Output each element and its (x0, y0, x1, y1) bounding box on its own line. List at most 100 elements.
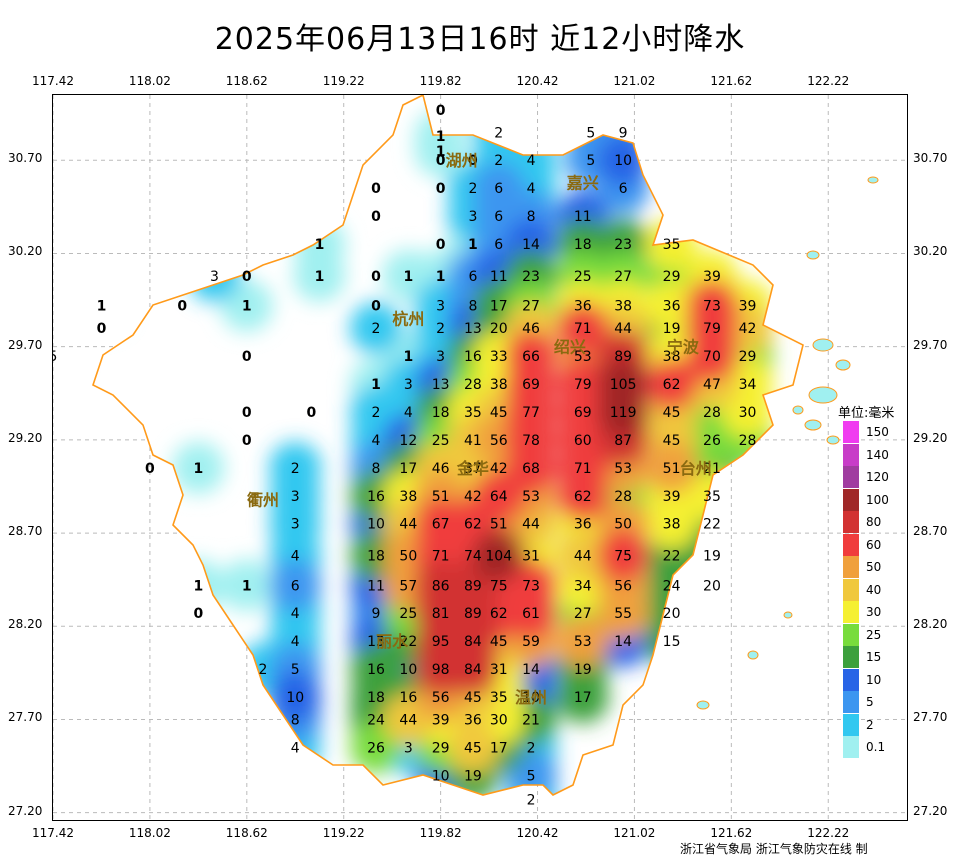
lat-tick-label: 27.70 (913, 710, 948, 725)
station-value: 28 (464, 377, 482, 393)
station-value: 56 (432, 690, 450, 706)
island (808, 386, 838, 404)
island (812, 338, 834, 352)
rain-cell (645, 279, 698, 332)
station-value: 70 (703, 349, 721, 365)
station-value: 20 (703, 578, 721, 594)
station-value: 42 (490, 461, 508, 477)
legend-swatch (843, 601, 859, 623)
station-value: 16 (367, 662, 385, 678)
credit-text: 浙江省气象局 浙江气象防灾在线 制 (680, 842, 868, 856)
rain-cell (556, 302, 609, 355)
station-value: 89 (614, 349, 632, 365)
station-value: 0 (242, 405, 252, 421)
station-value: 38 (663, 517, 681, 533)
station-value: 44 (574, 548, 592, 564)
station-value: 5 (53, 349, 57, 365)
station-value: 28 (703, 405, 721, 421)
lon-tick-label: 118.62 (225, 74, 268, 88)
station-value: 30 (739, 405, 757, 421)
legend-swatch (843, 668, 859, 691)
station-value: 11 (574, 209, 592, 225)
lat-tick-label: 27.20 (8, 803, 43, 818)
station-value: 0 (307, 405, 317, 421)
city-label: 宁波 (667, 338, 700, 357)
station-value: 4 (291, 606, 300, 622)
legend-label: 25 (866, 627, 882, 642)
station-value: 6 (494, 209, 503, 225)
station-value: 44 (399, 712, 417, 728)
station-value: 46 (522, 321, 540, 337)
station-value: 1 (468, 237, 478, 253)
rain-cell (350, 302, 403, 355)
station-value: 4 (527, 181, 536, 197)
legend-unit: 单位:毫米 (838, 406, 895, 421)
station-value: 38 (490, 377, 508, 393)
station-value: 0 (371, 299, 381, 315)
station-value: 21 (703, 461, 721, 477)
legend-swatch (843, 646, 859, 668)
legend-swatch (843, 691, 859, 713)
station-value: 45 (663, 433, 681, 449)
legend-label: 2 (866, 717, 874, 732)
legend-label: 80 (866, 515, 882, 529)
station-value: 87 (614, 433, 632, 449)
island (835, 359, 851, 371)
station-value: 46 (432, 461, 450, 477)
station-value: 38 (614, 299, 632, 315)
city-label: 衢州 (247, 491, 279, 510)
station-value: 53 (614, 461, 632, 477)
station-value: 69 (522, 377, 540, 393)
island (792, 405, 804, 415)
lat-tick-label: 28.70 (913, 524, 948, 539)
station-value: 28 (614, 489, 632, 505)
station-value: 6 (494, 181, 503, 197)
station-value: 61 (522, 606, 540, 622)
city-label: 杭州 (392, 310, 424, 329)
island (867, 176, 879, 184)
station-value: 17 (490, 299, 508, 315)
station-value: 6 (468, 269, 477, 285)
rain-cell (220, 559, 273, 612)
lon-tick-label: 118.02 (128, 826, 171, 840)
lon-tick-label: 122.22 (807, 74, 850, 88)
station-value: 2 (494, 125, 503, 141)
station-value: 36 (574, 517, 592, 533)
station-value: 5 (586, 153, 595, 169)
station-value: 24 (367, 712, 385, 728)
station-value: 15 (663, 634, 681, 650)
station-value: 66 (522, 349, 540, 365)
station-value: 68 (522, 461, 540, 477)
station-value: 11 (367, 578, 385, 594)
station-value: 26 (367, 740, 385, 756)
station-value: 2 (494, 153, 503, 169)
station-value: 50 (399, 548, 417, 564)
station-value: 1 (242, 578, 252, 594)
station-value: 13 (464, 321, 482, 337)
legend-label: 40 (866, 582, 882, 597)
station-value: 13 (432, 377, 450, 393)
legend-swatch (843, 556, 859, 578)
station-value: 45 (464, 740, 482, 756)
station-value: 20 (663, 606, 681, 622)
lat-tick-label: 30.20 (913, 244, 948, 259)
legend-swatch (843, 443, 859, 466)
station-value: 22 (703, 517, 721, 533)
station-value: 0 (242, 349, 252, 365)
rain-cell (721, 357, 774, 410)
station-value: 55 (614, 606, 632, 622)
station-value: 10 (286, 690, 304, 706)
station-value: 81 (432, 606, 450, 622)
lat-tick-label: 28.20 (8, 617, 43, 632)
station-value: 18 (574, 237, 592, 253)
station-value: 39 (739, 299, 757, 315)
station-value: 60 (574, 433, 592, 449)
station-value: 0 (371, 209, 381, 225)
station-value: 42 (464, 489, 482, 505)
island (806, 250, 820, 260)
station-value: 23 (522, 269, 540, 285)
station-value: 4 (527, 153, 536, 169)
station-value: 17 (490, 740, 508, 756)
station-value: 0 (242, 269, 252, 285)
station-value: 27 (614, 269, 632, 285)
